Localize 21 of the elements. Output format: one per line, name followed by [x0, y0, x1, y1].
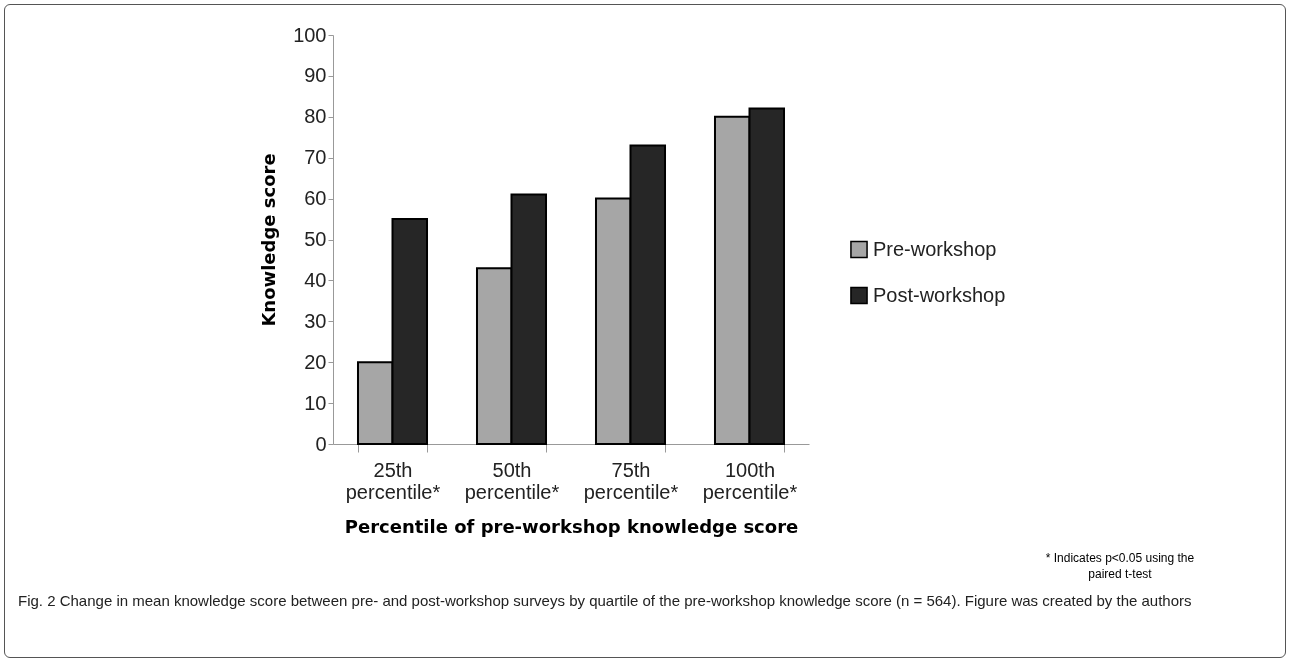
y-tick-label: 100 — [293, 23, 327, 46]
caption: Fig. 2 Change in mean knowledge score between pre- and post-workshop surveys by quartile of the pre-workshop knowledge score (n = 564). Figure was created by the authors — [18, 591, 1193, 611]
y-axis-title: Knowledge score — [258, 153, 280, 327]
y-tick-label: 10 — [304, 391, 327, 414]
y-tick-label: 30 — [304, 309, 327, 332]
legend-label: Pre-workshop — [873, 237, 997, 260]
y-tick-label: 40 — [304, 268, 327, 291]
x-tick-label: 25th percentile* — [345, 458, 441, 503]
y-tick-label: 0 — [315, 432, 327, 455]
x-tick-label: 100th percentile* — [702, 458, 798, 503]
y-tick-label: 60 — [304, 187, 327, 210]
y-tick-label: 70 — [304, 146, 327, 169]
y-tick-label: 80 — [304, 105, 327, 128]
x-axis-title: Percentile of pre-workshop knowledge score — [344, 515, 799, 537]
x-tick-label: 75th percentile* — [583, 458, 679, 503]
text: * Indicates p<0.05 using the paired t-test — [1044, 550, 1196, 582]
x-tick-label: 50th percentile* — [464, 458, 560, 503]
y-tick-label: 20 — [304, 350, 327, 373]
y-tick-label: 50 — [304, 228, 327, 250]
y-tick-label: 90 — [304, 64, 327, 87]
legend-label: Post-workshop — [873, 283, 1006, 306]
